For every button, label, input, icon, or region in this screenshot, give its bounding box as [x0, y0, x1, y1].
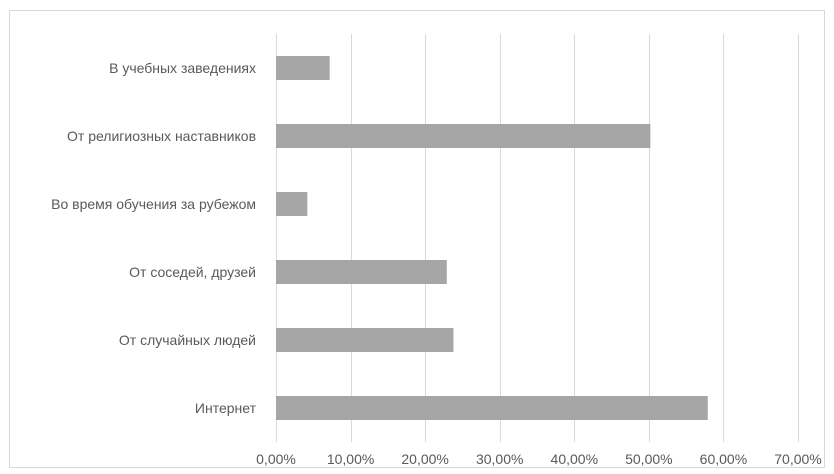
- category-label: Интернет: [195, 400, 257, 416]
- chart-frame: [9, 10, 825, 468]
- bar: [276, 396, 708, 420]
- x-tick-label: 40,00%: [551, 451, 598, 467]
- x-tick-label: 30,00%: [476, 451, 523, 467]
- x-tick-label: 20,00%: [401, 451, 448, 467]
- x-tick-label: 70,00%: [774, 451, 821, 467]
- bar: [276, 328, 454, 352]
- category-label: От религиозных наставников: [67, 128, 256, 144]
- category-label: Во время обучения за рубежом: [51, 196, 256, 212]
- x-tick-label: 10,00%: [327, 451, 374, 467]
- bar: [276, 260, 447, 284]
- x-tick-labels: 0,00% 10,00% 20,00% 30,00% 40,00% 50,00% 60,00…: [256, 451, 822, 467]
- bar: [276, 56, 330, 80]
- category-labels: В учебных заведениях От религиозных наста…: [51, 60, 256, 416]
- gridlines: [276, 34, 799, 442]
- category-label: От соседей, друзей: [129, 264, 256, 280]
- x-tick-label: 50,00%: [625, 451, 672, 467]
- x-tick-label: 0,00%: [256, 451, 296, 467]
- category-label: В учебных заведениях: [109, 60, 256, 76]
- bar: [276, 124, 651, 148]
- bars: [276, 56, 708, 420]
- bar: [276, 192, 308, 216]
- x-tick-label: 60,00%: [700, 451, 747, 467]
- category-label: От случайных людей: [119, 332, 256, 348]
